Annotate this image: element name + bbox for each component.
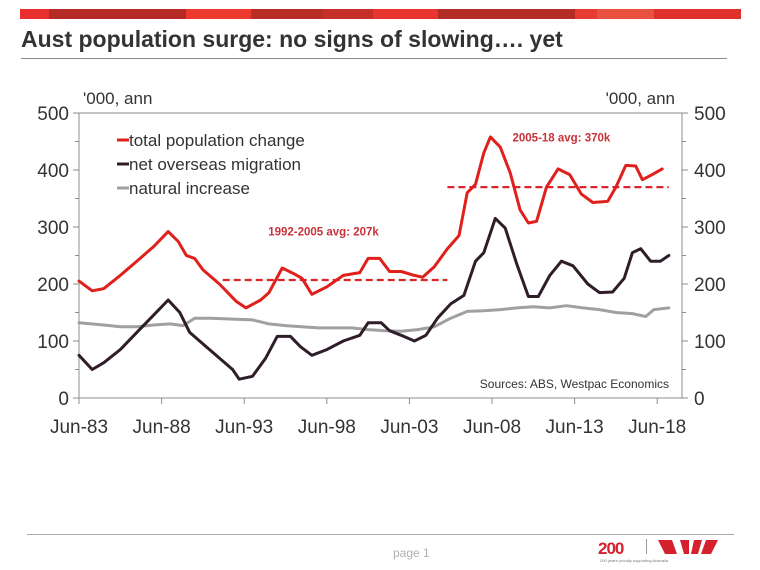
band-segment [438, 9, 576, 19]
y-tick-label-left: 200 [37, 275, 69, 296]
band-segment [373, 9, 439, 19]
logo-200-text: 200 [598, 539, 624, 558]
y-tick-label-right: 200 [694, 275, 726, 296]
westpac-logo: 200 200 years proudly supporting Austral… [598, 537, 748, 567]
x-tick-label: Jun-88 [133, 417, 191, 438]
series-line-net-overseas-migration [77, 216, 671, 381]
band-segment [185, 9, 251, 19]
title-underline [21, 58, 727, 59]
band-segment [596, 9, 655, 19]
series-line-total-population-change [77, 135, 664, 310]
logo-separator [646, 539, 647, 554]
y-tick-label-right: 100 [694, 332, 726, 353]
y-tick-label-left: 300 [37, 218, 69, 239]
y-axis-label-left: '000, ann [83, 89, 152, 108]
y-axis-label-right: '000, ann [606, 89, 675, 108]
header-color-band [20, 9, 741, 19]
legend-label: net overseas migration [129, 155, 301, 174]
y-tick-label-left: 100 [37, 332, 69, 353]
page-title: Aust population surge: no signs of slowi… [21, 26, 563, 52]
y-tick-label-right: 0 [694, 389, 705, 410]
legend-label: natural increase [129, 179, 250, 198]
x-tick-label: Jun-18 [628, 417, 686, 438]
band-segment [250, 9, 323, 19]
legend-label: total population change [129, 131, 305, 150]
logo-tagline: 200 years proudly supporting Australia [600, 558, 669, 563]
x-tick-label: Jun-98 [298, 417, 356, 438]
band-segment [654, 9, 741, 19]
population-chart: 0 0 100 100 200 200 300 300 400 400 500 500 Jun-83 Ju… [37, 89, 725, 438]
series-lines [77, 135, 671, 381]
y-tick-label-right: 400 [694, 161, 726, 182]
y-tick-label-left: 0 [58, 389, 69, 410]
y-tick-label-right: 500 [694, 104, 726, 125]
band-segment [48, 9, 186, 19]
x-tick-label: Jun-83 [50, 417, 108, 438]
series-line-natural-increase [77, 304, 671, 333]
x-tick-label: Jun-93 [215, 417, 273, 438]
band-segment [322, 9, 374, 19]
y-tick-label-left: 400 [37, 161, 69, 182]
source-note: Sources: ABS, Westpac Economics [480, 377, 669, 391]
legend: total population change net overseas migr… [117, 131, 305, 198]
westpac-w-icon [658, 540, 718, 554]
footer-rule [27, 534, 734, 535]
x-tick-label: Jun-03 [380, 417, 438, 438]
x-tick-label: Jun-08 [463, 417, 521, 438]
y-tick-label-left: 500 [37, 104, 69, 125]
band-segment [575, 9, 597, 19]
reference-line-label: 2005-18 avg: 370k [512, 133, 610, 145]
y-tick-label-right: 300 [694, 218, 726, 239]
band-segment [20, 9, 49, 19]
page-number: page 1 [393, 546, 430, 560]
reference-line-label: 1992-2005 avg: 207k [268, 227, 379, 239]
axes: 0 0 100 100 200 200 300 300 400 400 500 500 Jun-83 Ju… [37, 104, 725, 438]
x-tick-label: Jun-13 [546, 417, 604, 438]
